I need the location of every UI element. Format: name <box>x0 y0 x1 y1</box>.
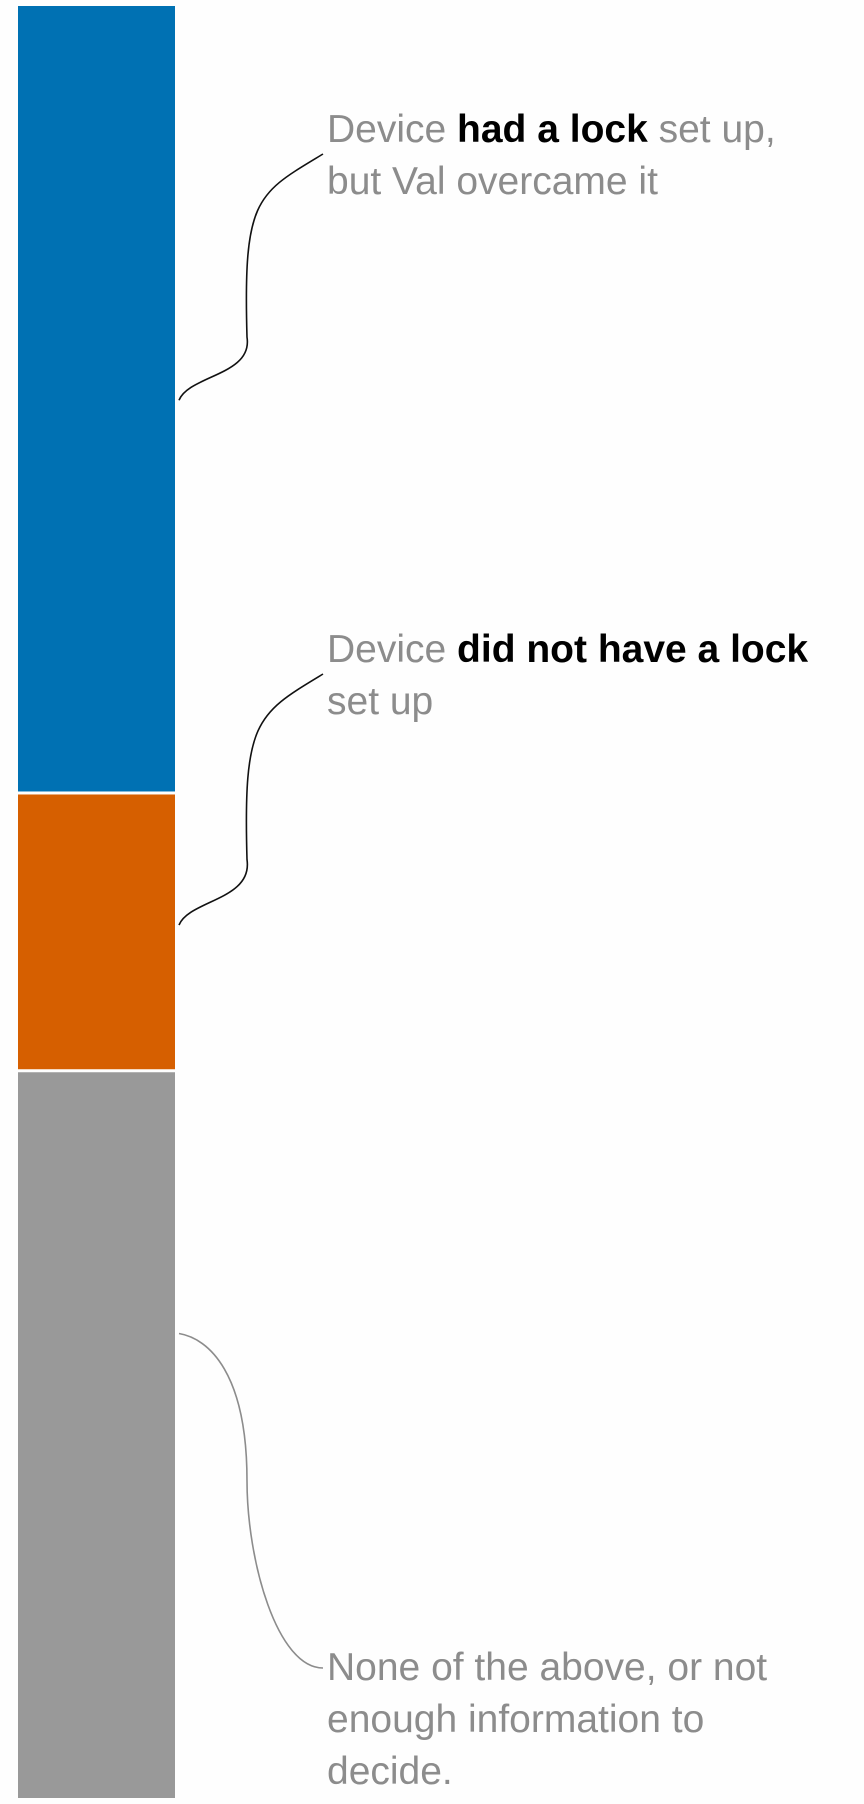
bar-segment-none <box>18 1072 175 1798</box>
label-connectors <box>178 153 324 1669</box>
segment-label-unlocked-line1: Device did not have a lock <box>327 628 809 671</box>
segment-label-unlocked: Device did not have a lock set up <box>327 624 808 728</box>
segment-label-locked-line2: but Val overcame it <box>327 160 658 203</box>
connector-unlocked <box>178 673 324 926</box>
bar-segment-unlocked <box>18 794 175 1070</box>
segment-label-locked-line1: Device had a lock set up, <box>327 108 776 151</box>
bar-stack <box>18 6 175 1798</box>
segment-label-none-line3: decide. <box>327 1750 453 1793</box>
connector-locked <box>178 153 324 401</box>
segment-label-none-line1: None of the above, or not <box>327 1646 768 1689</box>
bar-segment-locked <box>18 6 175 792</box>
segment-label-locked: Device had a lock set up, but Val overca… <box>327 104 776 208</box>
connector-none <box>178 1332 324 1669</box>
segment-label-unlocked-line2: set up <box>327 680 434 723</box>
segment-label-none-line2: enough information to <box>327 1698 705 1741</box>
segment-label-none: None of the above, or not enough informa… <box>327 1642 767 1798</box>
